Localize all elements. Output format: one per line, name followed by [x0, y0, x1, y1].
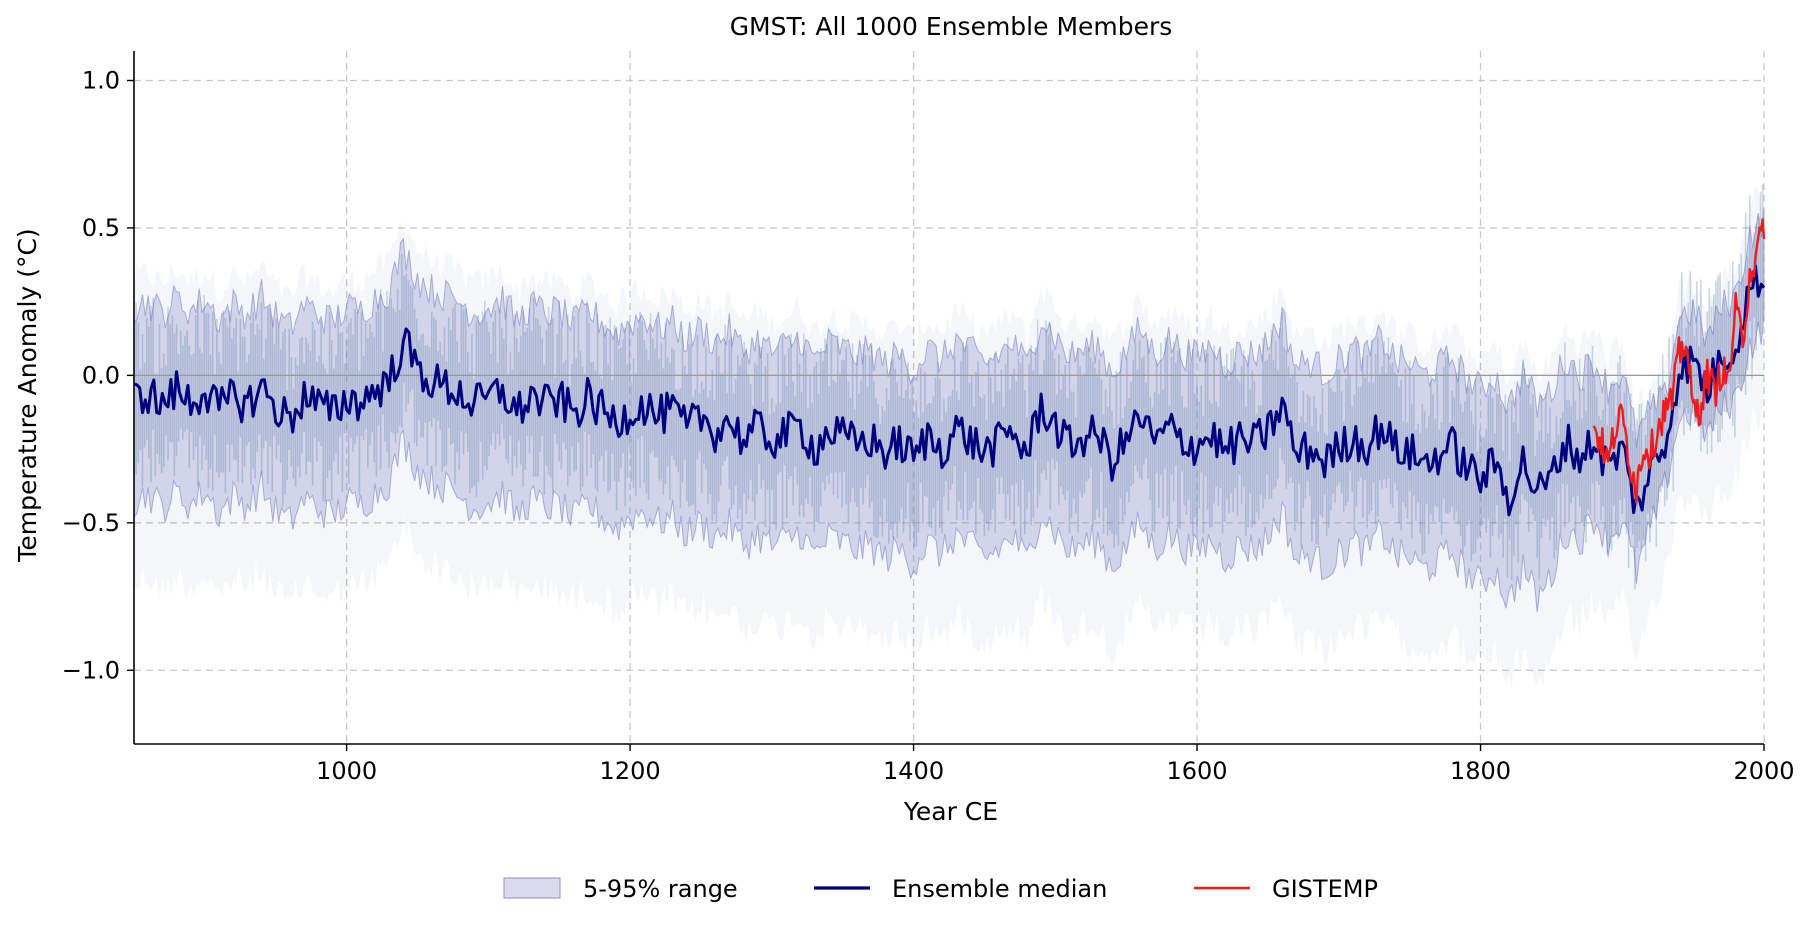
x-tick-label: 2000 [1733, 757, 1794, 785]
y-tick-label: 1.0 [82, 66, 120, 94]
legend-swatch-range [503, 877, 561, 899]
x-tick-label: 1200 [600, 757, 661, 785]
x-tick-label: 1000 [316, 757, 377, 785]
legend-label-gistemp: GISTEMP [1272, 875, 1378, 903]
y-tick-label: −1.0 [62, 656, 120, 684]
range-band [133, 209, 1765, 613]
x-tick-label: 1600 [1167, 757, 1228, 785]
axes: 1000 1200 1400 1600 1800 2000 −1.0 −0.5 0.0 0.5 1.… [62, 51, 1795, 785]
y-axis-label: Temperature Anomaly (°C) [13, 228, 42, 562]
x-tick-label: 1400 [883, 757, 944, 785]
legend-label-range: 5-95% range [583, 875, 738, 903]
legend: 5-95% range Ensemble median GISTEMP [503, 875, 1378, 903]
y-tick-label: −0.5 [62, 509, 120, 537]
median-line [133, 264, 1766, 517]
gistemp-line [1592, 218, 1766, 504]
y-tick-label: 0.0 [82, 361, 120, 389]
plot-area [133, 184, 1766, 690]
x-axis-label: Year CE [903, 797, 998, 826]
x-tick-label: 1800 [1450, 757, 1511, 785]
grid-lines [134, 51, 1765, 744]
chart-title: GMST: All 1000 Ensemble Members [730, 12, 1173, 41]
legend-label-median: Ensemble median [892, 875, 1107, 903]
y-tick-label: 0.5 [82, 214, 120, 242]
